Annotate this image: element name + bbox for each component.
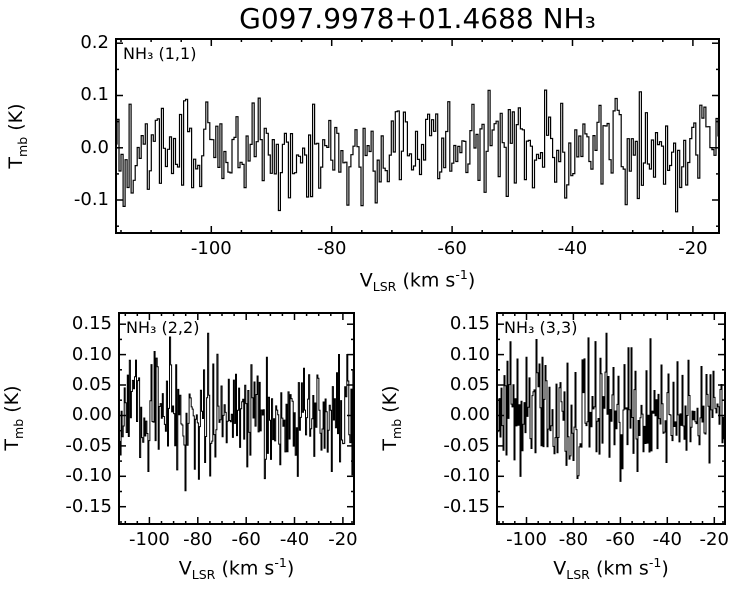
x-axis-label: VLSR (km s-1) [496, 555, 726, 582]
x-tick-label: -100 [190, 238, 232, 259]
x-tick-label: -20 [678, 238, 708, 259]
figure-title: G097.9978+01.4688 NH₃ [239, 2, 596, 35]
x-tick-label: -40 [557, 238, 588, 259]
x-tick-label: -60 [605, 529, 636, 550]
axes-frame [115, 38, 720, 234]
y-tick-label: 0.00 [449, 404, 490, 426]
panel-nh3-33: NH₃ (3,3) Tmb (K) VLSR (km s-1) -100 -80-… [372, 298, 750, 600]
axes-frame [496, 312, 726, 525]
ylabel-subscript: mb [388, 418, 404, 439]
y-tick-label: 0.00 [71, 404, 112, 426]
xlabel-subscript: LSR [191, 567, 216, 583]
line-id-label-nh3-33: NH₃ (3,3) [504, 318, 578, 337]
y-tick-label: 0.15 [71, 313, 112, 335]
xlabel-units: (km s [215, 557, 275, 580]
x-tick-label: -60 [437, 238, 467, 259]
xlabel-subscript: LSR [372, 279, 397, 295]
y-tick-label: -0.15 [443, 495, 490, 517]
spectrum-trace [496, 332, 726, 482]
x-tick-label: -100 [129, 529, 170, 550]
panel-nh3-22: NH₃ (2,2) Tmb (K) VLSR (km s-1) -100 -80-… [0, 298, 372, 600]
xlabel-symbol: V [178, 557, 192, 580]
y-tick-label: 0.2 [80, 32, 109, 54]
y-tick-label: 0.05 [71, 374, 112, 396]
x-axis-label: VLSR (km s-1) [115, 267, 720, 294]
y-tick-label: 0.15 [449, 313, 490, 335]
ylabel-units: (K) [5, 103, 27, 137]
spectrum-svg [118, 312, 355, 525]
spectrum-plot-nh3-33: NH₃ (3,3) [496, 312, 726, 525]
x-tick-label: -40 [652, 529, 683, 550]
ylabel-subscript: mb [14, 136, 30, 157]
line-id-label-nh3-11: NH₃ (1,1) [123, 44, 197, 63]
spectrum-svg [115, 38, 720, 234]
spectrum-svg [496, 312, 726, 525]
y-tick-label: 0.1 [80, 84, 109, 106]
xlabel-close: ) [661, 557, 669, 580]
spectrum-plot-nh3-11: NH₃ (1,1) [115, 38, 720, 234]
xlabel-exponent: -1 [648, 555, 662, 570]
x-tick-label: -40 [279, 529, 310, 550]
y-tick-label: 0.05 [449, 374, 490, 396]
xlabel-close: ) [467, 269, 476, 292]
ylabel-subscript: mb [10, 418, 26, 439]
x-axis-label: VLSR (km s-1) [118, 555, 355, 582]
xlabel-exponent: -1 [274, 555, 287, 570]
y-tick-label: 0.10 [449, 343, 490, 365]
xlabel-exponent: -1 [455, 267, 468, 282]
spectrum-plot-nh3-22: NH₃ (2,2) [118, 312, 355, 525]
ylabel-symbol: T [379, 438, 401, 451]
spectrum-trace [118, 332, 355, 492]
xlabel-close: ) [286, 557, 295, 580]
y-tick-label: -0.15 [65, 495, 112, 517]
ylabel-units: (K) [379, 385, 401, 419]
x-tick-label: -20 [699, 529, 729, 550]
y-tick-label: 0.10 [71, 343, 112, 365]
y-axis-label: Tmb (K) [379, 318, 404, 518]
ylabel-symbol: T [5, 156, 27, 169]
y-tick-label: 0.0 [80, 136, 109, 158]
x-tick-label: -80 [183, 529, 213, 550]
y-tick-label: -0.05 [65, 434, 112, 456]
panel-nh3-11: NH₃ (1,1) Tmb (K) VLSR (km s-1) -100 -80 -… [0, 30, 750, 298]
spectrum-trace [115, 89, 720, 213]
x-tick-label: -80 [558, 529, 589, 550]
xlabel-symbol: V [359, 269, 373, 292]
x-tick-label: -60 [231, 529, 261, 550]
y-tick-label: -0.10 [443, 465, 490, 487]
ylabel-symbol: T [1, 438, 23, 451]
ylabel-units: (K) [1, 385, 23, 419]
xlabel-symbol: V [553, 557, 567, 580]
xlabel-units: (km s [396, 269, 456, 292]
x-tick-label: -80 [317, 238, 347, 259]
y-tick-label: -0.1 [73, 189, 109, 211]
y-axis-label: Tmb (K) [5, 36, 30, 236]
y-tick-label: -0.10 [65, 465, 112, 487]
x-tick-label: -100 [506, 529, 547, 550]
x-tick-label: -20 [328, 529, 358, 550]
xlabel-subscript: LSR [566, 567, 590, 583]
y-axis-label: Tmb (K) [1, 318, 26, 518]
xlabel-units: (km s [589, 557, 649, 580]
line-id-label-nh3-22: NH₃ (2,2) [126, 318, 200, 337]
axes-frame [118, 312, 355, 525]
y-tick-label: -0.05 [443, 434, 490, 456]
